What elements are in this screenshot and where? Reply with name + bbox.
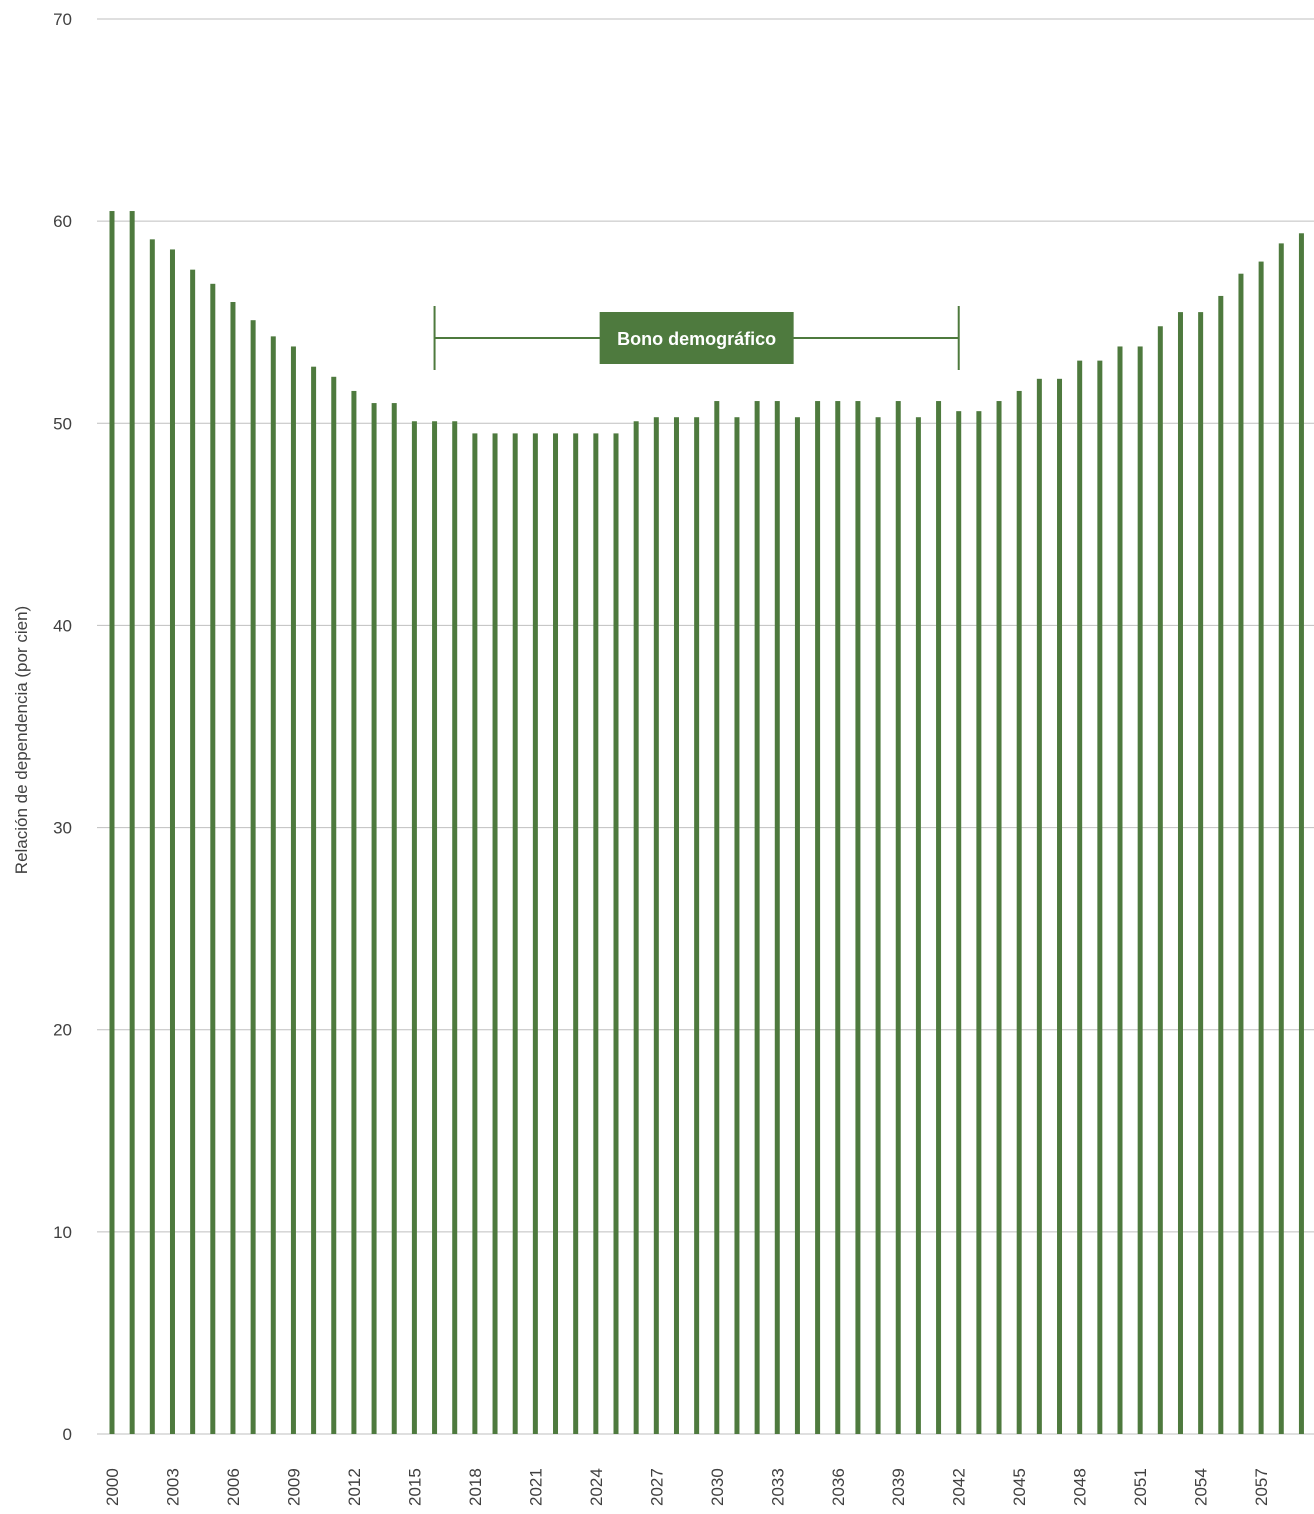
bar-2027 xyxy=(654,417,659,1434)
bar-2037 xyxy=(855,401,860,1434)
x-tick-label: 2021 xyxy=(526,1468,545,1506)
y-tick-label: 0 xyxy=(63,1425,72,1444)
bar-2054 xyxy=(1198,312,1203,1434)
bar-2044 xyxy=(997,401,1002,1434)
bar-2047 xyxy=(1057,379,1062,1434)
bar-2022 xyxy=(553,433,558,1434)
x-tick-label: 2018 xyxy=(466,1468,485,1506)
bono-demografico-annotation: Bono demográfico xyxy=(435,306,959,370)
bar-2006 xyxy=(230,302,235,1434)
x-tick-label: 2012 xyxy=(345,1468,364,1506)
y-tick-label: 40 xyxy=(53,616,72,635)
x-tick-label: 2009 xyxy=(284,1468,303,1506)
y-axis-ticks: 0 10 20 30 40 50 60 70 xyxy=(53,10,72,1444)
y-tick-label: 50 xyxy=(53,414,72,433)
x-tick-label: 2000 xyxy=(103,1468,122,1506)
bar-2039 xyxy=(896,401,901,1434)
x-tick-label: 2036 xyxy=(829,1468,848,1506)
bar-2056 xyxy=(1238,274,1243,1434)
x-tick-label: 2033 xyxy=(768,1468,787,1506)
x-tick-label: 2048 xyxy=(1071,1468,1090,1506)
bar-2050 xyxy=(1118,346,1123,1434)
bar-2009 xyxy=(291,346,296,1434)
x-tick-label: 2045 xyxy=(1010,1468,1029,1506)
bar-2007 xyxy=(251,320,256,1434)
bar-2033 xyxy=(775,401,780,1434)
bar-2002 xyxy=(150,239,155,1434)
x-tick-label: 2024 xyxy=(587,1468,606,1506)
bar-2011 xyxy=(331,377,336,1434)
x-tick-label: 2027 xyxy=(647,1468,666,1506)
y-tick-label: 20 xyxy=(53,1021,72,1040)
bar-2023 xyxy=(573,433,578,1434)
bar-2057 xyxy=(1259,262,1264,1434)
bar-2030 xyxy=(714,401,719,1434)
bar-2017 xyxy=(452,421,457,1434)
y-tick-label: 30 xyxy=(53,819,72,838)
bar-2041 xyxy=(936,401,941,1434)
bar-2019 xyxy=(493,433,498,1434)
bar-2026 xyxy=(634,421,639,1434)
bar-2003 xyxy=(170,249,175,1434)
x-tick-label: 2042 xyxy=(950,1468,969,1506)
x-tick-label: 2054 xyxy=(1192,1468,1211,1506)
bar-2000 xyxy=(110,211,115,1434)
x-tick-label: 2030 xyxy=(708,1468,727,1506)
bar-2021 xyxy=(533,433,538,1434)
bar-2059 xyxy=(1299,233,1304,1434)
bar-2046 xyxy=(1037,379,1042,1434)
bar-2029 xyxy=(694,417,699,1434)
bars xyxy=(110,211,1314,1434)
y-axis-title: Relación de dependencia (por cien) xyxy=(12,606,31,874)
bar-2014 xyxy=(392,403,397,1434)
bar-2049 xyxy=(1097,361,1102,1434)
bar-2045 xyxy=(1017,391,1022,1434)
bar-2058 xyxy=(1279,243,1284,1434)
bar-2005 xyxy=(210,284,215,1434)
y-tick-label: 60 xyxy=(53,212,72,231)
y-tick-label: 10 xyxy=(53,1223,72,1242)
x-tick-label: 2057 xyxy=(1252,1468,1271,1506)
bar-2053 xyxy=(1178,312,1183,1434)
bar-2013 xyxy=(372,403,377,1434)
bar-2035 xyxy=(815,401,820,1434)
bar-2043 xyxy=(976,411,981,1434)
bar-2038 xyxy=(876,417,881,1434)
x-tick-label: 2003 xyxy=(163,1468,182,1506)
bar-2024 xyxy=(593,433,598,1434)
bar-2036 xyxy=(835,401,840,1434)
x-axis-ticks: 2000 2003 2006 2009 2012 2015 2018 2021 2024 2027… xyxy=(103,1468,1314,1506)
bar-2016 xyxy=(432,421,437,1434)
bar-2015 xyxy=(412,421,417,1434)
gridlines xyxy=(97,19,1314,1434)
bar-2008 xyxy=(271,336,276,1434)
bar-2032 xyxy=(755,401,760,1434)
bar-2042 xyxy=(956,411,961,1434)
x-tick-label: 2051 xyxy=(1131,1468,1150,1506)
bar-2010 xyxy=(311,367,316,1434)
bar-2034 xyxy=(795,417,800,1434)
bar-2055 xyxy=(1218,296,1223,1434)
bar-2052 xyxy=(1158,326,1163,1434)
bar-2020 xyxy=(513,433,518,1434)
bar-2028 xyxy=(674,417,679,1434)
x-tick-label: 2015 xyxy=(405,1468,424,1506)
bar-2012 xyxy=(351,391,356,1434)
annotation-label: Bono demográfico xyxy=(617,329,776,349)
bar-2031 xyxy=(734,417,739,1434)
bar-2001 xyxy=(130,211,135,1434)
bar-2004 xyxy=(190,270,195,1434)
bar-2048 xyxy=(1077,361,1082,1434)
bar-2051 xyxy=(1138,346,1143,1434)
bar-2018 xyxy=(472,433,477,1434)
x-tick-label: 2006 xyxy=(224,1468,243,1506)
bar-2040 xyxy=(916,417,921,1434)
x-tick-label: 2039 xyxy=(889,1468,908,1506)
bar-2025 xyxy=(614,433,619,1434)
y-tick-label: 70 xyxy=(53,10,72,29)
